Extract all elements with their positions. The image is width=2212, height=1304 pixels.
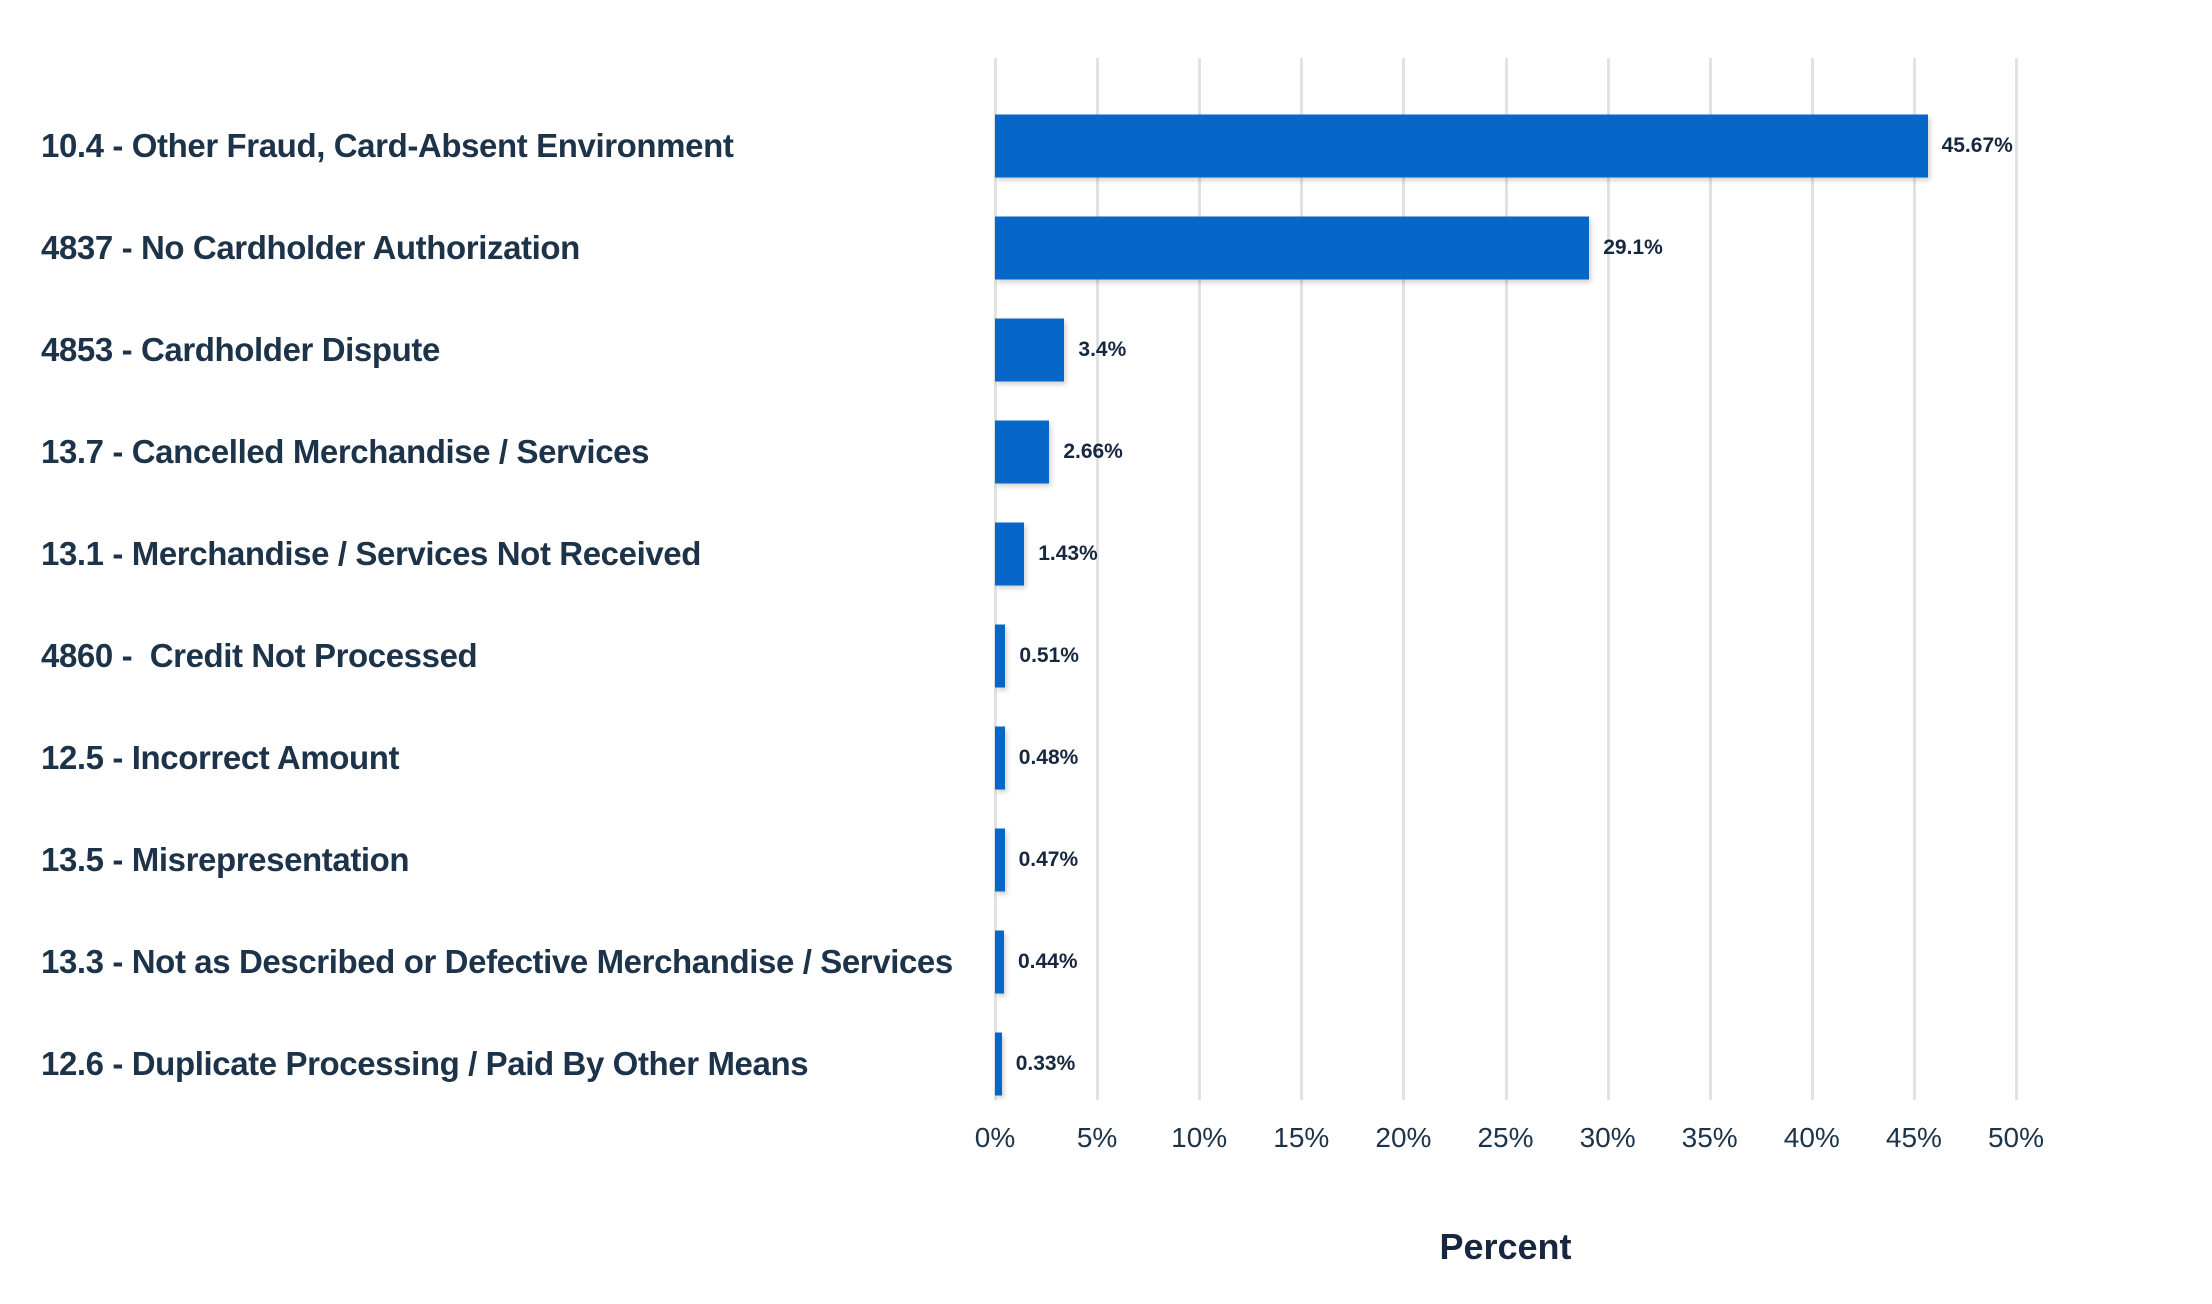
x-tick-label: 15%	[1273, 1122, 1330, 1153]
value-label: 0.33%	[1015, 1052, 1076, 1075]
gridline	[1912, 58, 1916, 1100]
x-axis-title: Percent	[1439, 1226, 1572, 1267]
value-label: 0.48%	[1018, 746, 1079, 769]
bar-cell: 2.66%	[995, 401, 2212, 503]
category-label: 4837 - No Cardholder Authorization	[41, 229, 580, 266]
bar	[995, 114, 1928, 178]
x-axis: 0% 5% 10% 15% 20% 25% 30% 35% 40% 45% 50%	[975, 1122, 2044, 1162]
gridline	[1300, 58, 1304, 1100]
category-label: 13.5 - Misrepresentation	[41, 841, 410, 878]
value-label: 2.66%	[1063, 440, 1123, 463]
bar-row: 4837 - No Cardholder Authorization 29.1%	[0, 197, 2212, 299]
bar-row: 13.7 - Cancelled Merchandise / Services 2…	[0, 401, 2212, 503]
value-label: 1.43%	[1038, 542, 1098, 565]
bar-cell: 0.51%	[995, 605, 2212, 707]
value-label: 29.1%	[1603, 236, 1663, 259]
bar-row: 12.5 - Incorrect Amount 0.48%	[0, 707, 2212, 809]
value-label: 0.51%	[1019, 644, 1079, 667]
category-label: 13.3 - Not as Described or Defective Mer…	[41, 943, 953, 980]
gridline	[1402, 58, 1406, 1100]
gridline	[1708, 58, 1712, 1100]
x-tick-label: 10%	[1171, 1122, 1228, 1153]
x-tick-label: 35%	[1681, 1122, 1738, 1153]
category-label: 13.1 - Merchandise / Services Not Receiv…	[41, 535, 702, 572]
bar-cell: 1.43%	[995, 503, 2212, 605]
bar-row: 4860 - Credit Not Processed 0.51%	[0, 605, 2212, 707]
x-tick-label: 0%	[974, 1122, 1016, 1153]
gridline	[1606, 58, 1610, 1100]
bar-cell: 45.67%	[995, 95, 2212, 197]
gridline	[1198, 58, 1202, 1100]
bar	[995, 1032, 1002, 1096]
bar-cell: 29.1%	[995, 197, 2212, 299]
bar	[995, 828, 1005, 892]
x-tick-label: 5%	[1076, 1122, 1118, 1153]
bar	[995, 624, 1006, 688]
bar-cell: 0.48%	[995, 707, 2212, 809]
category-label: 4860 - Credit Not Processed	[41, 637, 478, 674]
bar	[995, 318, 1065, 382]
category-label: 4853 - Cardholder Dispute	[41, 331, 440, 368]
category-label: 13.7 - Cancelled Merchandise / Services	[41, 433, 650, 470]
gridline	[1096, 58, 1100, 1100]
bar	[995, 216, 1590, 280]
value-label: 0.44%	[1017, 950, 1078, 973]
bar-cell: 3.4%	[995, 299, 2212, 401]
bar-row: 13.3 - Not as Described or Defective Mer…	[0, 911, 2212, 1013]
bar-row: 12.6 - Duplicate Processing / Paid By Ot…	[0, 1013, 2212, 1115]
x-tick-label: 45%	[1885, 1122, 1942, 1153]
bar-row: 13.1 - Merchandise / Services Not Receiv…	[0, 503, 2212, 605]
value-label: 45.67%	[1941, 134, 2013, 157]
value-label: 0.47%	[1018, 848, 1079, 871]
bar	[995, 726, 1005, 790]
x-tick-label: 25%	[1477, 1122, 1534, 1153]
x-tick-label: 40%	[1783, 1122, 1840, 1153]
value-label: 3.4%	[1078, 338, 1127, 361]
gridline	[1504, 58, 1508, 1100]
x-tick-label: 30%	[1579, 1122, 1636, 1153]
bar	[995, 522, 1025, 586]
gridline	[1810, 58, 1814, 1100]
category-label: 12.6 - Duplicate Processing / Paid By Ot…	[41, 1045, 809, 1082]
bar-cell: 0.33%	[995, 1013, 2212, 1115]
gridline	[2015, 58, 2018, 1100]
bar-cell: 0.44%	[995, 911, 2212, 1013]
category-label: 12.5 - Incorrect Amount	[41, 739, 400, 776]
bar-cell: 0.47%	[995, 809, 2212, 911]
bar-row: 4853 - Cardholder Dispute 3.4%	[0, 299, 2212, 401]
x-tick-label: 20%	[1375, 1122, 1432, 1153]
x-tick-label: 50%	[1987, 1122, 2045, 1153]
category-label: 10.4 - Other Fraud, Card-Absent Environm…	[41, 127, 734, 164]
bar-rows: 10.4 - Other Fraud, Card-Absent Environm…	[0, 95, 2212, 1115]
bar	[995, 930, 1004, 994]
bar-row: 13.5 - Misrepresentation 0.47%	[0, 809, 2212, 911]
bar	[995, 420, 1050, 484]
bar-row: 10.4 - Other Fraud, Card-Absent Environm…	[0, 95, 2212, 197]
